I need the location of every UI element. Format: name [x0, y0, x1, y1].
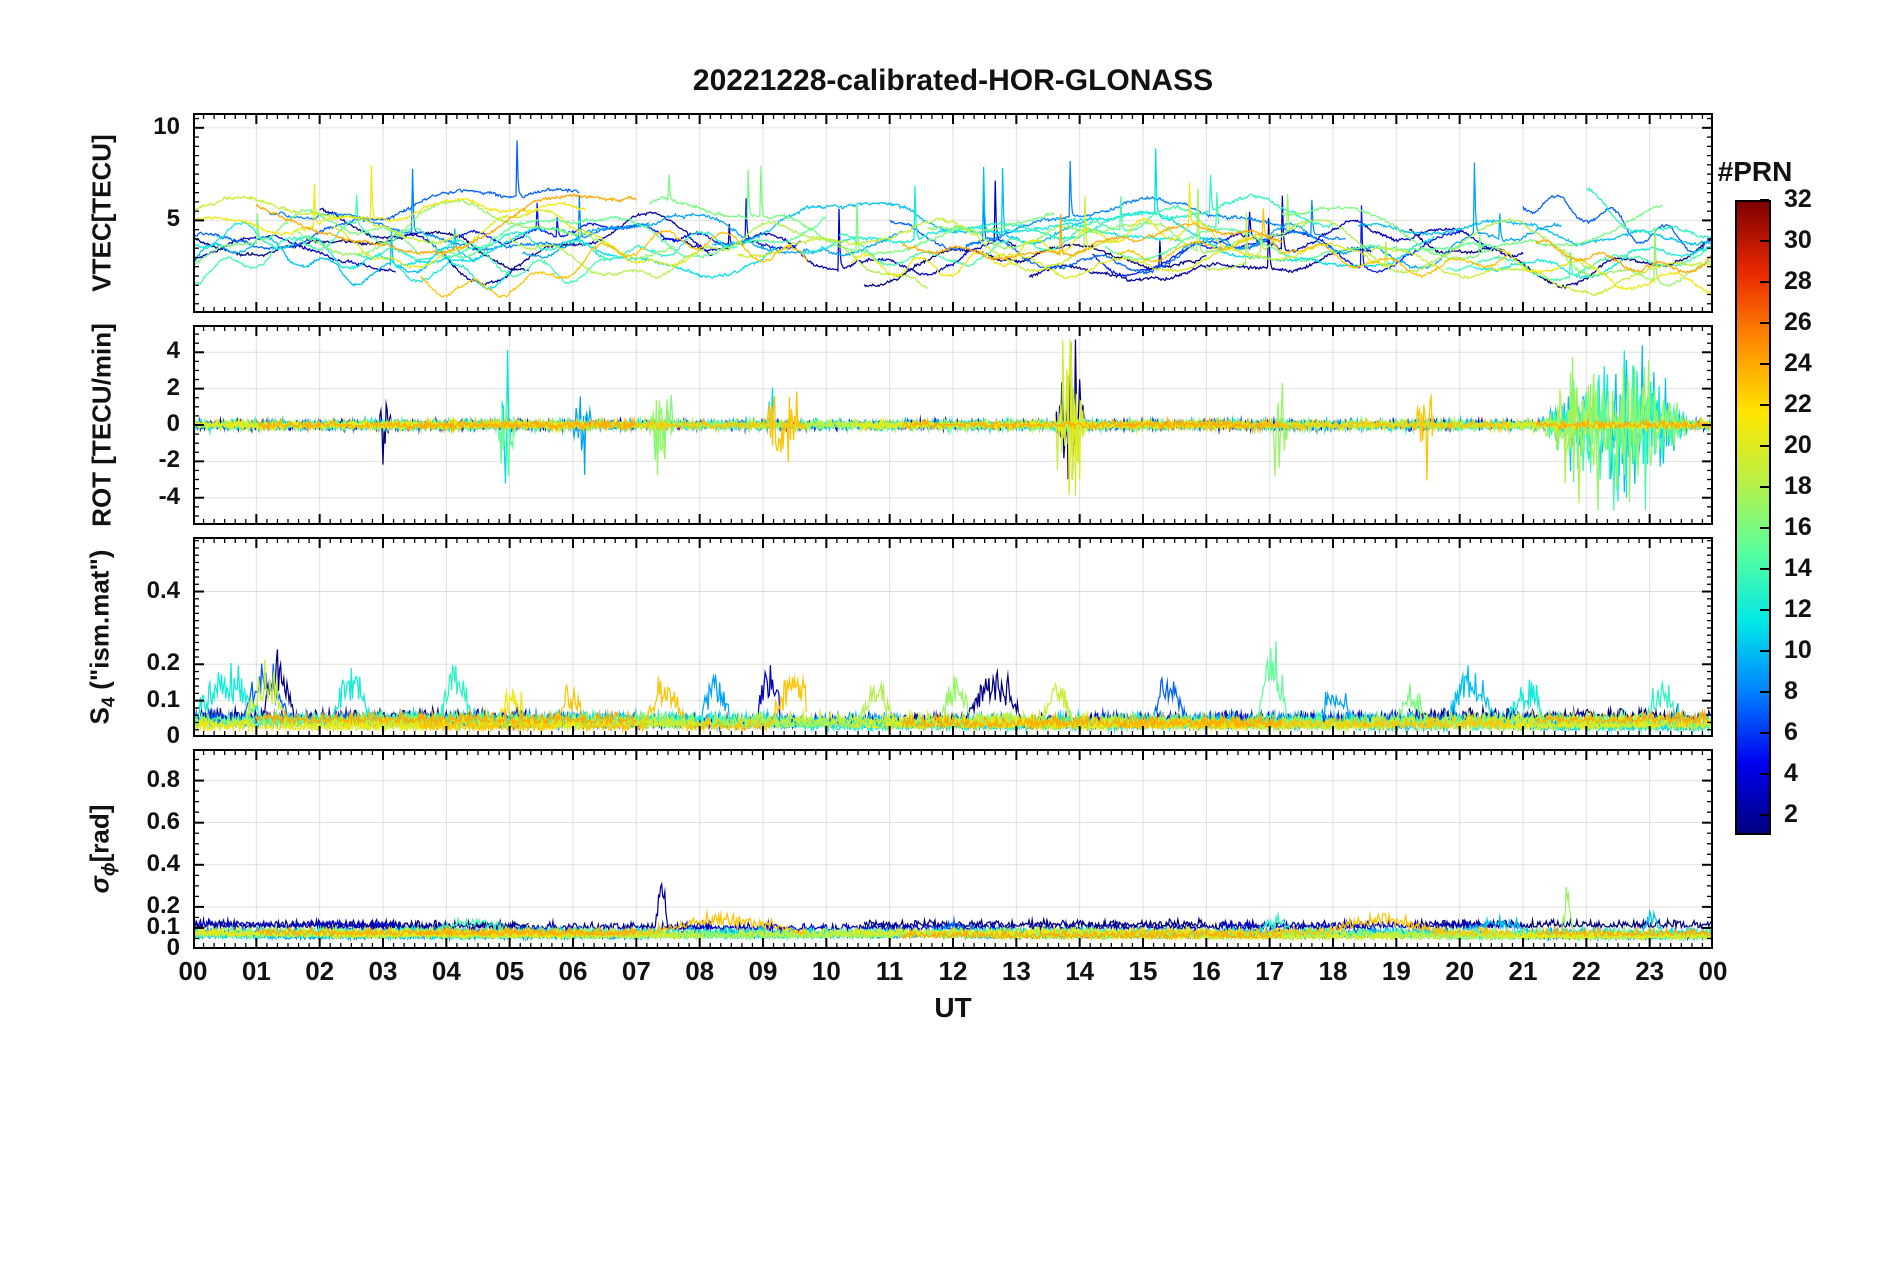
- colorbar-tick-label: 32: [1784, 185, 1812, 213]
- x-tick-label: 19: [1381, 956, 1411, 986]
- x-tick-label: 18: [1318, 956, 1348, 986]
- colorbar-tick-label: 2: [1784, 799, 1798, 828]
- x-tick-label: 16: [1191, 956, 1221, 986]
- y-tick-label: 0.2: [146, 649, 180, 677]
- colorbar-tick-mark: [1760, 444, 1769, 447]
- x-tick-label: 17: [1255, 956, 1285, 986]
- colorbar-tick-label: 16: [1784, 512, 1812, 541]
- colorbar-tick-mark: [1760, 362, 1769, 365]
- y-tick-label: -2: [158, 446, 180, 474]
- x-tick-label: 22: [1571, 956, 1601, 986]
- colorbar-tick-mark: [1760, 280, 1769, 283]
- colorbar-tick-label: 22: [1784, 389, 1812, 418]
- colorbar-tick-mark: [1760, 526, 1769, 529]
- colorbar-tick-mark: [1760, 731, 1769, 734]
- x-tick-label: 05: [495, 956, 525, 986]
- colorbar-tick-mark: [1760, 485, 1769, 488]
- x-tick-label: 14: [1065, 956, 1095, 986]
- x-tick-label: 11: [875, 956, 904, 986]
- colorbar-tick-mark: [1760, 772, 1769, 775]
- y-tick-label: 0: [166, 722, 180, 749]
- x-tick-label: 03: [368, 956, 398, 986]
- colorbar-tick-label: 24: [1784, 348, 1812, 377]
- colorbar-gradient: [1735, 200, 1771, 835]
- vtec-plot: [193, 113, 1713, 313]
- colorbar-tick-mark: [1760, 649, 1769, 652]
- x-tick-label: 07: [621, 956, 651, 986]
- x-tick-label: 23: [1635, 956, 1665, 986]
- colorbar-tick-label: 6: [1784, 717, 1798, 746]
- colorbar-tick-label: 4: [1784, 758, 1798, 787]
- x-tick-label: 12: [938, 956, 968, 986]
- x-tick-label: 13: [1001, 956, 1031, 986]
- y-tick-label: 5: [166, 205, 180, 233]
- x-tick-label: 21: [1508, 956, 1538, 986]
- x-tick-label: 02: [305, 956, 335, 986]
- y-tick-label: 0: [166, 410, 180, 437]
- x-tick-label: 06: [558, 956, 588, 986]
- y-tick-label: -4: [158, 482, 180, 510]
- colorbar-tick-label: 28: [1784, 266, 1812, 295]
- y-tick-label: 0: [166, 934, 180, 961]
- x-tick-label: 04: [431, 956, 461, 986]
- colorbar-title: #PRN: [1717, 156, 1793, 187]
- x-tick-label: 00: [178, 956, 208, 986]
- rot-plot: [193, 325, 1713, 525]
- x-tick-label: 00: [1698, 956, 1728, 986]
- colorbar-tick-mark: [1760, 403, 1769, 406]
- x-axis-label: UT: [934, 992, 972, 1023]
- x-tick-label: 09: [748, 956, 778, 986]
- colorbar-tick-label: 8: [1784, 676, 1798, 705]
- colorbar-tick-mark: [1760, 608, 1769, 611]
- colorbar-tick-mark: [1760, 321, 1769, 324]
- colorbar-tick-mark: [1760, 239, 1769, 242]
- colorbar-tick-label: 20: [1784, 430, 1812, 459]
- colorbar-tick-label: 26: [1784, 307, 1812, 336]
- colorbar-tick-label: 12: [1784, 594, 1812, 623]
- x-tick-label: 01: [241, 956, 271, 986]
- y-tick-label: 0.6: [146, 807, 180, 835]
- sigma-phi-plot: [193, 749, 1713, 949]
- colorbar-tick-label: 14: [1784, 553, 1812, 582]
- s4-plot: [193, 537, 1713, 737]
- x-tick-label: 10: [811, 956, 841, 986]
- y-tick-label: 2: [166, 373, 180, 401]
- y-tick-label: 0.1: [146, 685, 180, 713]
- x-tick-label: 15: [1128, 956, 1158, 986]
- colorbar-tick-mark: [1760, 199, 1769, 201]
- y-tick-label: 0.8: [146, 765, 180, 793]
- y-tick-label: 0.4: [146, 576, 180, 604]
- y-tick-label: 4: [166, 337, 180, 365]
- colorbar-tick-label: 30: [1784, 225, 1812, 254]
- colorbar-tick-mark: [1760, 690, 1769, 693]
- chart-title: 20221228-calibrated-HOR-GLONASS: [692, 64, 1214, 97]
- colorbar-tick-mark: [1760, 813, 1769, 816]
- y-tick-label: 0.1: [146, 912, 180, 940]
- colorbar-tick-label: 10: [1784, 635, 1812, 664]
- colorbar-tick-label: 18: [1784, 471, 1812, 500]
- x-tick-label: 20: [1445, 956, 1475, 986]
- y-tick-label: 10: [153, 112, 180, 140]
- x-tick-label: 08: [685, 956, 715, 986]
- colorbar-tick-mark: [1760, 567, 1769, 570]
- y-tick-label: 0.2: [146, 891, 180, 919]
- sigma-phi-ylabel-part: σ: [84, 876, 115, 894]
- y-tick-label: 0.4: [146, 849, 180, 877]
